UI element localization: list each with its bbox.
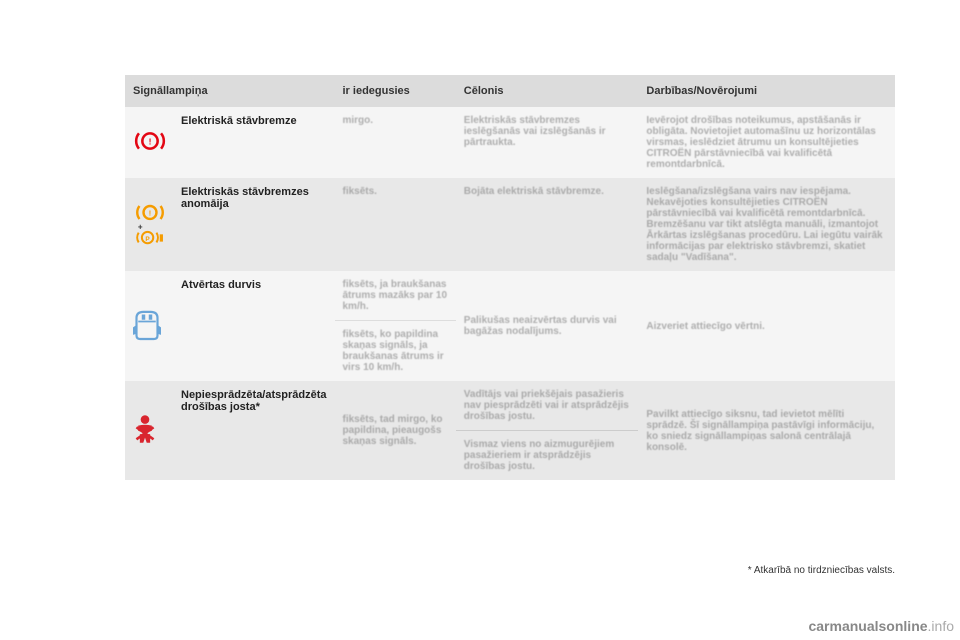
cell-action: Ieslēgšana/izslēgšana vairs nav iespējam… [638, 178, 895, 271]
watermark: carmanualsonline.info [808, 618, 954, 634]
header-lit: ir iedegusies [335, 75, 456, 107]
footnote-text: * Atkarībā no tirdzniecības valsts. [748, 565, 895, 576]
svg-text:+: + [138, 222, 143, 231]
seatbelt-icon [133, 413, 157, 445]
cell-lit: fiksēts, ko papildina skaņas signāls, ja… [335, 321, 456, 382]
cell-action: Aizveriet attiecīgo vērtni. [638, 271, 895, 381]
header-action: Darbības/Novērojumi [638, 75, 895, 107]
cell-lit: fiksēts, ja braukšanas ātrums mazāks par… [335, 271, 456, 321]
icon-cell: ! + P [125, 178, 177, 271]
icon-cell: ! [125, 107, 177, 178]
watermark-suffix: .info [928, 618, 954, 634]
cell-lit: mirgo. [335, 107, 456, 178]
table-row: ! + P Elektriskās stāvbremzes anomāija f… [125, 178, 895, 271]
header-cause: Cēlonis [456, 75, 639, 107]
table-row: Atvērtas durvis fiksēts, ja braukšanas ā… [125, 271, 895, 321]
cell-lit: fiksēts. [335, 178, 456, 271]
cell-cause: Bojāta elektriskā stāvbremze. [456, 178, 639, 271]
svg-text:!: ! [149, 209, 151, 218]
cell-action: Pavilkt attiecīgo siksnu, tad ievietot m… [638, 381, 895, 480]
cell-cause: Palikušas neaizvērtas durvis vai bagāžas… [456, 271, 639, 381]
table-row: ! Elektriskā stāvbremze mirgo. Elektrisk… [125, 107, 895, 178]
cell-lit: fiksēts, tad mirgo, ko papildina, pieaug… [335, 381, 456, 480]
electric-brake-fault-icon: ! + P [133, 201, 169, 245]
icon-cell [125, 271, 177, 381]
svg-text:!: ! [149, 136, 152, 146]
table-row: Nepiesprādzēta/atsprādzēta drošības jost… [125, 381, 895, 431]
door-open-icon [133, 309, 161, 341]
electric-brake-icon: ! [133, 128, 165, 152]
cell-action: Ievērojot drošības noteikumus, apstāšanā… [638, 107, 895, 178]
cell-cause: Vismaz viens no aizmugurējiem pasažierie… [456, 431, 639, 481]
cell-cause: Vadītājs vai priekšējais pasažieris nav … [456, 381, 639, 431]
row-label: Atvērtas durvis [177, 271, 335, 381]
cell-cause: Elektriskās stāvbremzes ieslēgšanās vai … [456, 107, 639, 178]
row-label: Elektriskās stāvbremzes anomāija [177, 178, 335, 271]
row-label: Elektriskā stāvbremze [177, 107, 335, 178]
row-label: Nepiesprādzēta/atsprādzēta drošības jost… [177, 381, 335, 480]
watermark-main: carmanualsonline [808, 618, 927, 634]
header-signal: Signāllampiņa [125, 75, 335, 107]
icon-cell [125, 381, 177, 480]
svg-text:P: P [145, 236, 150, 243]
warning-lights-table: Signāllampiņa ir iedegusies Cēlonis Darb… [125, 75, 895, 480]
header-row: Signāllampiņa ir iedegusies Cēlonis Darb… [125, 75, 895, 107]
